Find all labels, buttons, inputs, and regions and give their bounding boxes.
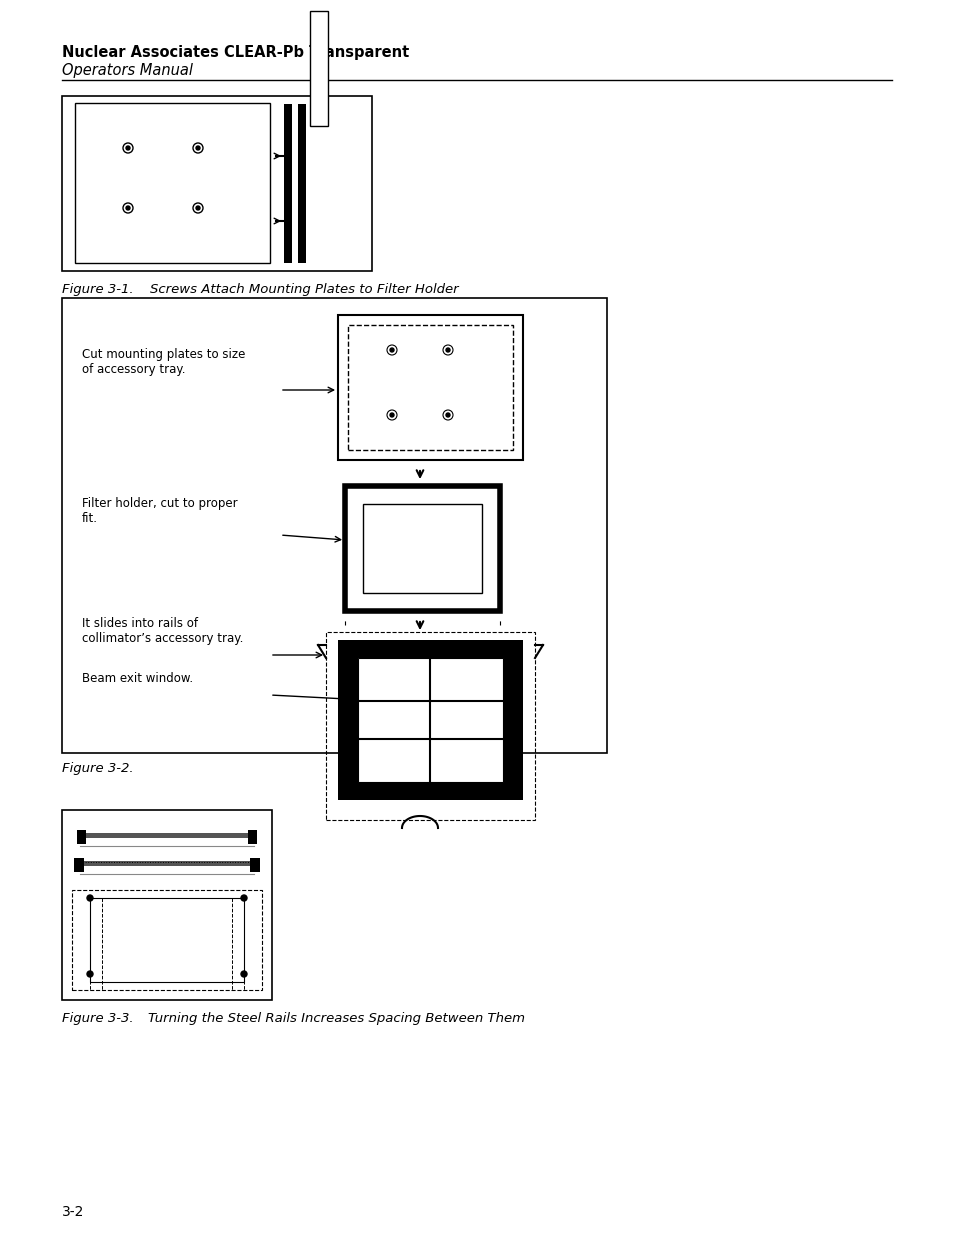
Text: Filter holder, cut to proper
fit.: Filter holder, cut to proper fit. — [82, 496, 237, 525]
Bar — [345, 487, 499, 611]
Text: Beam exit window.: Beam exit window. — [82, 672, 193, 685]
Circle shape — [193, 203, 203, 212]
Circle shape — [390, 348, 394, 352]
Bar — [337, 315, 522, 459]
Circle shape — [387, 345, 396, 354]
Circle shape — [390, 412, 394, 417]
Circle shape — [87, 895, 92, 902]
Bar — [71, 890, 262, 990]
Circle shape — [195, 206, 200, 210]
Circle shape — [241, 895, 247, 902]
Circle shape — [193, 143, 203, 153]
Circle shape — [442, 345, 453, 354]
Circle shape — [387, 410, 396, 420]
Bar — [284, 104, 292, 263]
Bar — [75, 103, 270, 263]
Bar — [248, 830, 256, 844]
Circle shape — [126, 146, 130, 149]
Circle shape — [126, 206, 130, 210]
Circle shape — [241, 971, 247, 977]
Bar — [90, 898, 244, 982]
Circle shape — [446, 348, 450, 352]
Bar — [74, 858, 84, 872]
Text: Operators Manual: Operators Manual — [62, 63, 193, 78]
Bar — [250, 858, 260, 872]
Bar — [292, 104, 297, 263]
Text: Figure 3-1.: Figure 3-1. — [62, 283, 133, 296]
Bar — [310, 11, 328, 126]
Bar — [337, 640, 357, 800]
Text: It slides into rails of
collimator’s accessory tray.: It slides into rails of collimator’s acc… — [82, 618, 243, 645]
Bar — [337, 640, 522, 658]
Bar — [62, 298, 606, 753]
Bar — [77, 830, 86, 844]
Bar — [62, 810, 272, 1000]
Bar — [357, 658, 502, 782]
Bar — [502, 640, 522, 800]
Bar — [297, 104, 306, 263]
Bar — [326, 632, 535, 820]
Text: Figure 3-2.: Figure 3-2. — [62, 762, 133, 776]
Bar — [77, 861, 256, 866]
Text: Nuclear Associates CLEAR-Pb Transparent: Nuclear Associates CLEAR-Pb Transparent — [62, 44, 409, 61]
Text: Screws Attach Mounting Plates to Filter Holder: Screws Attach Mounting Plates to Filter … — [150, 283, 458, 296]
Text: 3-2: 3-2 — [62, 1205, 84, 1219]
Circle shape — [123, 143, 132, 153]
Circle shape — [446, 412, 450, 417]
Circle shape — [87, 971, 92, 977]
Bar — [363, 504, 481, 593]
Text: Figure 3-3.: Figure 3-3. — [62, 1011, 133, 1025]
Circle shape — [442, 410, 453, 420]
Bar — [62, 96, 372, 270]
Bar — [80, 832, 253, 839]
Circle shape — [195, 146, 200, 149]
Bar — [348, 325, 513, 450]
Bar — [337, 782, 522, 800]
Text: Cut mounting plates to size
of accessory tray.: Cut mounting plates to size of accessory… — [82, 348, 245, 375]
Circle shape — [123, 203, 132, 212]
Text: Turning the Steel Rails Increases Spacing Between Them: Turning the Steel Rails Increases Spacin… — [148, 1011, 524, 1025]
